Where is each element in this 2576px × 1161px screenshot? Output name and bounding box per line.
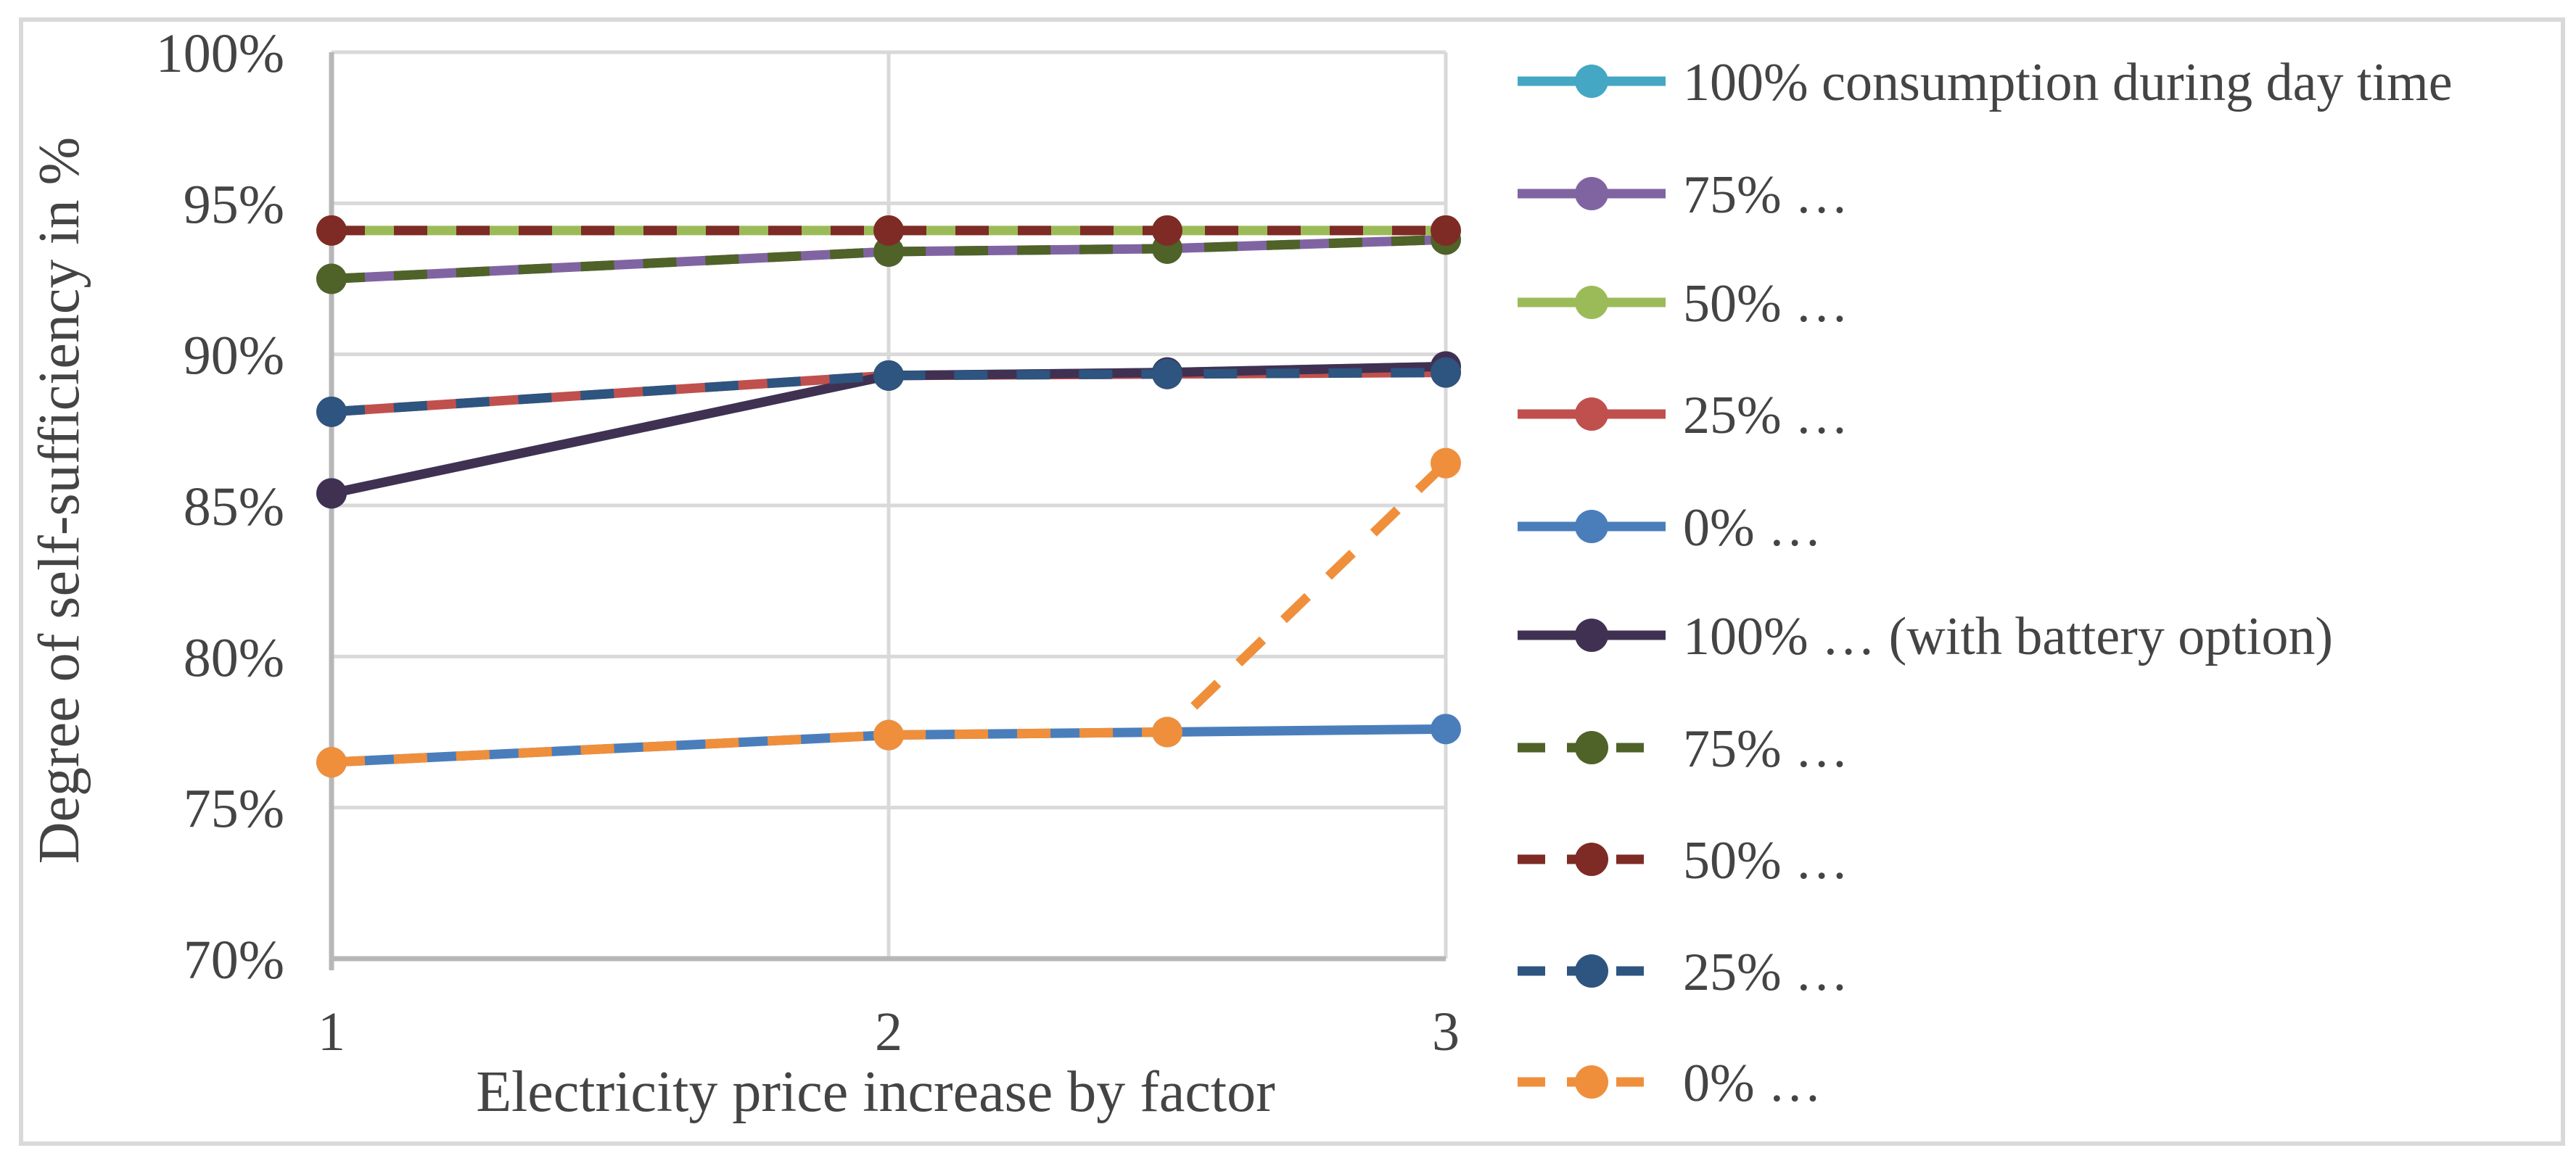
series-8	[316, 357, 1461, 427]
series-line	[331, 368, 1447, 417]
legend-key-marker	[1575, 65, 1608, 98]
data-point-marker	[1152, 215, 1182, 246]
legend-label: 100% … (with battery option)	[1683, 607, 2333, 666]
legend-item: 0% …	[1518, 498, 1822, 558]
data-point-marker	[316, 478, 347, 509]
series-line	[331, 234, 1447, 284]
data-point-marker	[1431, 357, 1461, 388]
data-point-marker	[873, 215, 904, 246]
legend-key-marker	[1575, 731, 1608, 764]
legend-item: 25% …	[1518, 386, 1848, 445]
series-line	[331, 459, 1449, 767]
y-tick-label: 95%	[184, 174, 284, 235]
x-axis-title: Electricity price increase by factor	[476, 1060, 1275, 1124]
legend-key-marker	[1575, 286, 1608, 319]
data-point-marker	[316, 215, 347, 246]
legend-label: 75% …	[1683, 165, 1848, 225]
legend-item: 25% …	[1518, 943, 1848, 1002]
legend-label: 100% consumption during day time	[1683, 53, 2453, 112]
legend-label: 25% …	[1683, 943, 1848, 1002]
legend-item: 75% …	[1518, 719, 1848, 779]
y-tick-label: 85%	[184, 476, 284, 537]
legend-item: 100% consumption during day time	[1518, 53, 2453, 112]
legend-key-marker	[1575, 954, 1608, 988]
legend-key-marker	[1575, 1065, 1608, 1099]
legend-key-marker	[1575, 843, 1608, 876]
series-7	[316, 215, 1461, 246]
data-point-marker	[873, 236, 904, 267]
data-point-marker	[873, 719, 904, 751]
data-point-marker	[316, 396, 347, 427]
legend-label: 25% …	[1683, 386, 1848, 445]
legend-item: 0% …	[1518, 1054, 1822, 1113]
legend-label: 75% …	[1683, 719, 1848, 779]
data-point-marker	[316, 263, 347, 294]
y-tick-label: 100%	[156, 23, 284, 84]
legend-label: 50% …	[1683, 831, 1848, 891]
x-tick-label: 3	[1432, 1001, 1460, 1062]
legend-key-marker	[1575, 510, 1608, 543]
data-point-marker	[873, 360, 904, 391]
y-tick-label: 90%	[184, 326, 284, 387]
data-point-marker	[1431, 714, 1461, 745]
y-tick-label: 80%	[184, 627, 284, 688]
legend-item: 75% …	[1518, 165, 1848, 225]
data-point-marker	[1431, 447, 1461, 479]
legend-item: 50% …	[1518, 831, 1848, 891]
legend-label: 0% …	[1683, 498, 1822, 558]
legend: 100% consumption during day time 75% … 50%…	[1518, 53, 2453, 1113]
legend-key-marker	[1575, 619, 1608, 652]
y-tick-label: 75%	[184, 779, 284, 840]
series-9	[316, 447, 1461, 778]
figure-border	[19, 17, 2565, 1146]
legend-label: 0% …	[1683, 1054, 1822, 1113]
data-point-marker	[316, 747, 347, 778]
x-tick-label: 1	[318, 1001, 345, 1062]
legend-item: 100% … (with battery option)	[1518, 607, 2333, 666]
legend-label: 50% …	[1683, 274, 1848, 334]
legend-item: 50% …	[1518, 274, 1848, 334]
y-tick-label: 70%	[184, 930, 284, 991]
legend-key-marker	[1575, 397, 1608, 431]
chart-generated: 70% 75% 80% 85% 90% 95% 100% 1 2 3 100% consumptio…	[19, 17, 2565, 1146]
data-point-marker	[1152, 716, 1182, 748]
legend-key-marker	[1575, 177, 1608, 210]
y-axis-title: Degree of self-sufficiency in %	[28, 137, 91, 864]
data-point-marker	[1152, 358, 1182, 389]
data-point-marker	[1431, 215, 1461, 246]
x-tick-label: 2	[875, 1001, 902, 1062]
